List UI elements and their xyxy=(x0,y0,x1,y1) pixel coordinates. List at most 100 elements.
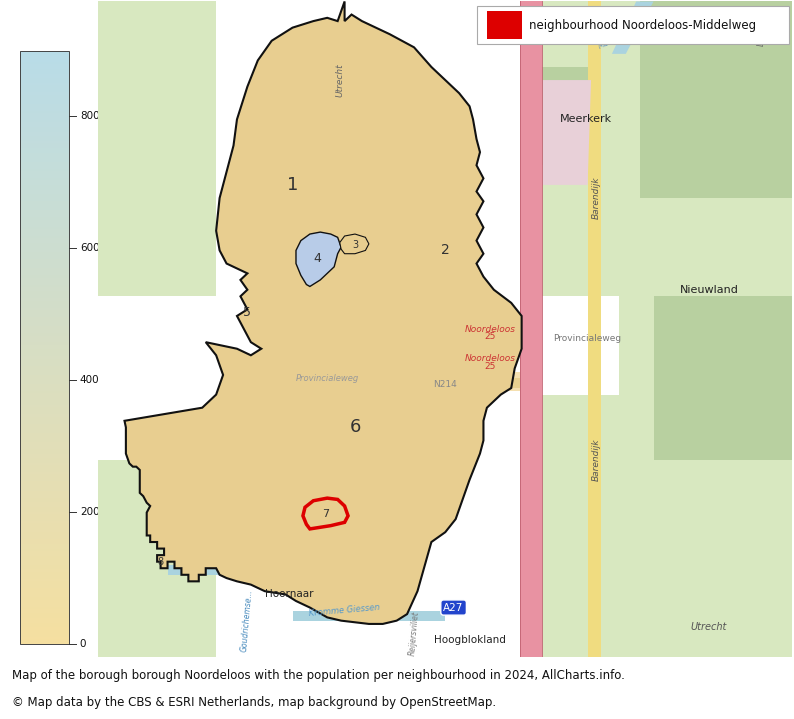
Bar xyxy=(20,245,69,247)
Bar xyxy=(20,410,69,412)
Bar xyxy=(20,370,69,372)
Bar xyxy=(20,530,69,532)
Bar xyxy=(20,454,69,456)
Bar xyxy=(20,493,69,495)
Bar xyxy=(20,595,69,597)
Bar xyxy=(20,597,69,600)
Bar xyxy=(20,507,69,509)
Bar xyxy=(20,152,69,155)
Bar xyxy=(20,71,69,74)
Bar xyxy=(20,551,69,553)
Bar xyxy=(20,50,69,53)
Bar xyxy=(20,416,69,419)
Bar xyxy=(20,444,69,446)
Bar xyxy=(20,173,69,175)
Bar xyxy=(20,298,69,301)
Bar xyxy=(20,139,69,141)
Bar xyxy=(20,544,69,546)
Text: Meerkerk: Meerkerk xyxy=(560,114,612,124)
Bar xyxy=(20,539,69,541)
Bar xyxy=(20,145,69,148)
Bar xyxy=(20,354,69,357)
Polygon shape xyxy=(653,296,792,460)
Bar xyxy=(20,319,69,321)
Polygon shape xyxy=(125,1,522,624)
Bar xyxy=(20,169,69,171)
Polygon shape xyxy=(529,1,619,296)
Bar xyxy=(20,317,69,319)
Text: Utrecht: Utrecht xyxy=(335,63,345,97)
Text: 5: 5 xyxy=(244,306,252,319)
Text: Merwedekanaalbe...: Merwedekanaalbe... xyxy=(597,11,671,51)
Bar xyxy=(20,129,69,132)
Bar xyxy=(20,482,69,484)
Bar xyxy=(20,613,69,615)
Text: 4: 4 xyxy=(313,252,321,265)
Bar xyxy=(20,287,69,289)
Bar xyxy=(20,303,69,306)
Bar xyxy=(20,155,69,157)
Bar xyxy=(20,414,69,416)
Bar xyxy=(20,234,69,236)
Bar xyxy=(20,280,69,283)
Bar xyxy=(20,331,69,333)
Bar xyxy=(20,535,69,537)
Bar xyxy=(20,247,69,249)
Bar xyxy=(20,446,69,449)
Bar xyxy=(20,289,69,291)
Bar xyxy=(20,526,69,528)
Bar xyxy=(20,423,69,426)
Polygon shape xyxy=(588,1,602,656)
Bar xyxy=(20,428,69,431)
Bar xyxy=(20,345,69,347)
Bar xyxy=(20,477,69,479)
Bar xyxy=(20,456,69,458)
Bar xyxy=(20,124,69,127)
Bar xyxy=(20,86,69,88)
Bar xyxy=(20,60,69,62)
Bar xyxy=(20,588,69,590)
Bar xyxy=(20,69,69,71)
Bar xyxy=(20,58,69,60)
Bar xyxy=(20,472,69,475)
Bar xyxy=(20,99,69,101)
Bar xyxy=(20,226,69,229)
Bar xyxy=(20,556,69,558)
Text: N214: N214 xyxy=(434,380,457,389)
Text: 1: 1 xyxy=(287,176,299,194)
Bar xyxy=(20,407,69,410)
Bar xyxy=(20,217,69,220)
Bar xyxy=(20,357,69,359)
Bar xyxy=(20,518,69,521)
Bar xyxy=(20,194,69,196)
Bar xyxy=(20,419,69,421)
Bar xyxy=(20,528,69,530)
Bar xyxy=(20,164,69,166)
Bar xyxy=(20,625,69,628)
Bar xyxy=(20,78,69,81)
Bar xyxy=(20,111,69,113)
Bar xyxy=(20,273,69,275)
Bar xyxy=(20,306,69,308)
Bar xyxy=(20,461,69,463)
Text: Lakeweg: Lakeweg xyxy=(757,9,765,46)
Bar xyxy=(20,342,69,345)
Polygon shape xyxy=(529,395,619,656)
Text: Hoogblokland: Hoogblokland xyxy=(434,636,506,646)
Text: © Map data by the CBS & ESRI Netherlands, map background by OpenStreetMap.: © Map data by the CBS & ESRI Netherlands… xyxy=(12,696,496,709)
Bar xyxy=(20,380,69,382)
Bar xyxy=(20,53,69,55)
Text: 6: 6 xyxy=(349,418,360,436)
Bar xyxy=(20,95,69,97)
Bar xyxy=(20,141,69,143)
Polygon shape xyxy=(362,378,529,388)
Bar xyxy=(20,104,69,106)
Bar xyxy=(20,395,69,398)
Bar xyxy=(20,76,69,78)
Bar xyxy=(20,134,69,137)
Bar xyxy=(20,592,69,595)
Bar xyxy=(20,393,69,395)
Bar xyxy=(20,106,69,109)
Bar xyxy=(20,162,69,164)
Bar xyxy=(20,270,69,273)
